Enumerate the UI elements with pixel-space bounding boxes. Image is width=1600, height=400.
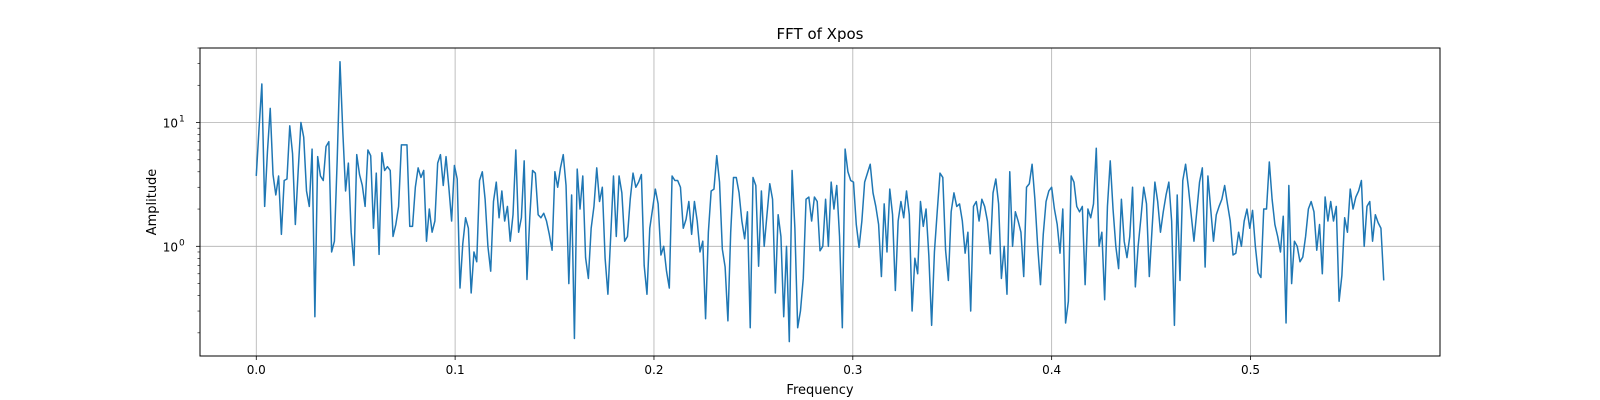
x-tick-label: 0.0: [247, 363, 266, 377]
y-tick-label-exponent: 0: [179, 238, 185, 248]
x-axis-label: Frequency: [786, 383, 853, 398]
y-tick-label: 10: [163, 240, 178, 254]
x-tick-label: 0.5: [1241, 363, 1260, 377]
series-line: [255, 60, 1385, 343]
x-tick-label: 0.4: [1042, 363, 1061, 377]
series-group: [255, 60, 1385, 343]
x-tick-label: 0.3: [843, 363, 862, 377]
x-tick-label: 0.2: [644, 363, 663, 377]
x-tick-label: 0.1: [446, 363, 465, 377]
y-tick-label: 10: [163, 117, 178, 131]
chart-title: FFT of Xpos: [777, 25, 864, 43]
y-tick-label-base: 10: [163, 117, 178, 131]
plot-frame: [199, 47, 1441, 357]
y-tick-label-exponent: 1: [179, 115, 185, 125]
y-axis-label: Amplitude: [145, 169, 160, 236]
y-tick-label-base: 10: [163, 240, 178, 254]
